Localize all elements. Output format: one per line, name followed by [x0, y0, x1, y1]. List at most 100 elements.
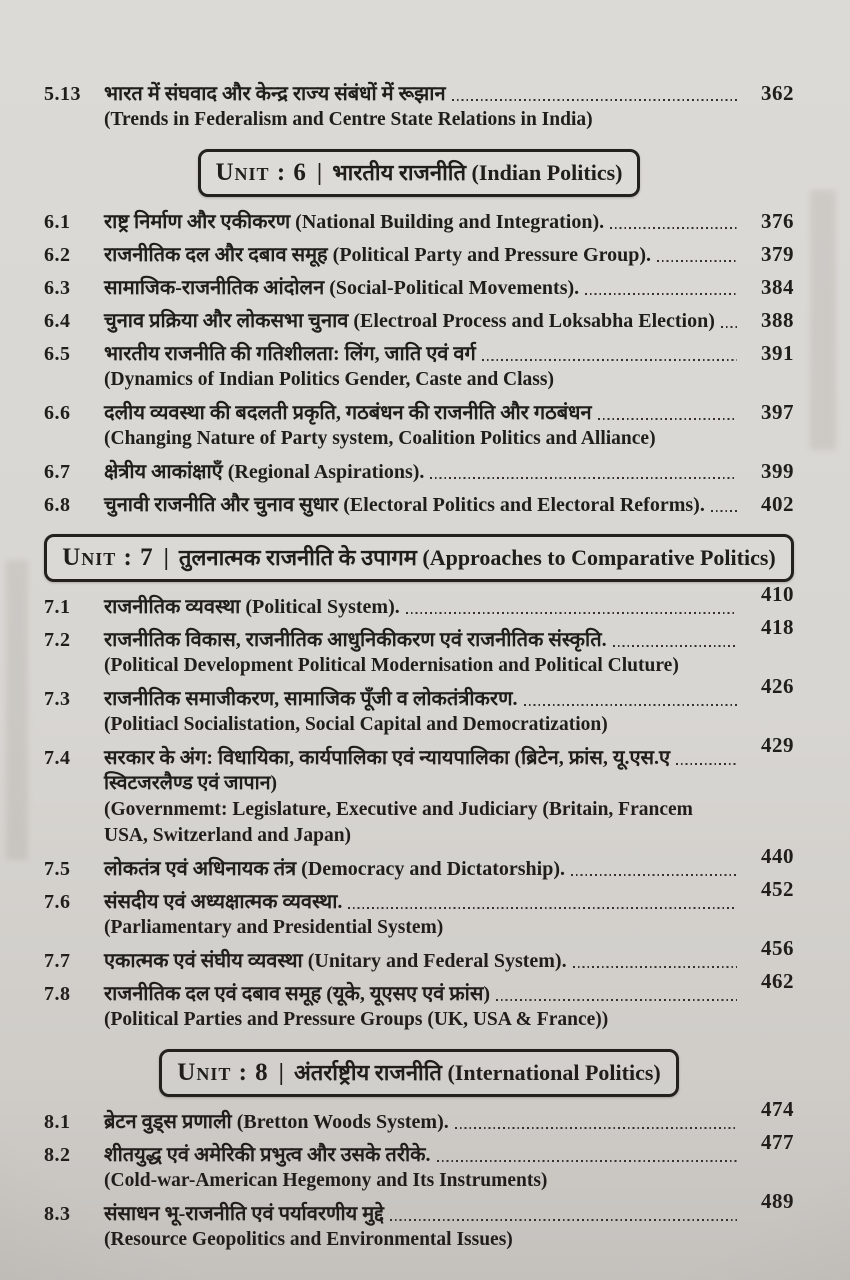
toc-entry-7.3: 7.3 राजनीतिक समाजीकरण, सामाजिक पूँजी व लो… [44, 674, 794, 738]
toc-entry-7.4: 7.4 सरकार के अंग: विधायिका, कार्यपालिका ए… [44, 733, 794, 849]
entry-title: चुनावी राजनीति और चुनाव सुधार (Electoral… [104, 494, 705, 516]
toc-entry-6.7: 6.7 क्षेत्रीय आकांक्षाएँ (Regional Aspira… [44, 459, 794, 485]
toc-entry-row: 6.8 चुनावी राजनीति और चुनाव सुधार (Electo… [44, 492, 794, 518]
unit-label: Unit : 8 [177, 1059, 269, 1086]
page-number: 440 [761, 844, 794, 868]
entry-title: राजनीतिक दल और दबाव समूह (Political Part… [104, 244, 651, 266]
toc-entry-row: 7.3 राजनीतिक समाजीकरण, सामाजिक पूँजी व लो… [44, 674, 794, 712]
entry-number: 6.6 [44, 402, 71, 424]
dotted-leader [348, 907, 737, 909]
toc-entry-row: 5.13 भारत में संघवाद और केन्द्र राज्य संब… [44, 81, 794, 107]
unit-separator: | [163, 545, 169, 571]
toc-entry-row: 6.7 क्षेत्रीय आकांक्षाएँ (Regional Aspira… [44, 459, 794, 485]
toc-entry-row: 7.5 लोकतंत्र एवं अधिनायक तंत्र (Democracy… [44, 844, 794, 882]
unit-heading-box: Unit : 8 | अंतर्राष्ट्रीय राजनीति (Interna… [159, 1049, 679, 1097]
page-number: 456 [761, 936, 794, 960]
entry-title: क्षेत्रीय आकांक्षाएँ (Regional Aspiratio… [104, 461, 425, 483]
entry-number: 6.1 [44, 211, 71, 233]
dotted-leader [405, 612, 737, 614]
dotted-leader [612, 645, 737, 647]
entry-title: राजनीतिक दल एवं दबाव समूह (यूके, यूएसए ए… [104, 983, 491, 1005]
entry-title: संसदीय एवं अध्यक्षात्मक व्यवस्था. [104, 891, 343, 913]
toc-entry-6.2: 6.2 राजनीतिक दल और दबाव समूह (Political P… [44, 242, 794, 268]
entry-number: 7.6 [44, 891, 71, 913]
toc-entry-row: 7.6 संसदीय एवं अध्यक्षात्मक व्यवस्था. 452 [44, 877, 794, 915]
entry-title: चुनाव प्रक्रिया और लोकसभा चुनाव (Electro… [104, 310, 715, 332]
toc-entry-7.2: 7.2 राजनीतिक विकास, राजनीतिक आधुनिकीकरण ए… [44, 615, 794, 679]
dotted-leader [496, 999, 737, 1001]
page-number: 429 [761, 733, 794, 757]
toc-entry-row: 7.7 एकात्मक एवं संघीय व्यवस्था (Unitary a… [44, 936, 794, 974]
unit-heading-6: Unit : 6 | भारतीय राजनीति (Indian Politics… [44, 149, 794, 197]
page-number: 410 [761, 582, 794, 606]
dotted-leader [585, 293, 737, 295]
entry-number: 7.1 [44, 596, 71, 618]
page-number: 462 [761, 969, 794, 993]
dotted-leader [451, 99, 737, 101]
unit-heading-box: Unit : 7 | तुलनात्मक राजनीति के उपागम (App… [44, 534, 794, 582]
toc-entry-7.1: 7.1 राजनीतिक व्यवस्था (Political System).… [44, 582, 794, 620]
entry-title: भारतीय राजनीति की गतिशीलता: लिंग, जाति ए… [104, 343, 476, 365]
entry-number: 6.3 [44, 277, 71, 299]
entry-number: 5.13 [44, 83, 81, 105]
unit-title: भारतीय राजनीति (Indian Politics) [332, 160, 623, 185]
toc-entry-row: 8.2 शीतयुद्ध एवं अमेरिकी प्रभुत्व और उसके… [44, 1130, 794, 1168]
unit-title: तुलनात्मक राजनीति के उपागम (Approaches t… [178, 545, 776, 570]
dotted-leader [676, 763, 737, 765]
page-number: 384 [761, 275, 794, 299]
unit-heading-box: Unit : 6 | भारतीय राजनीति (Indian Politics… [197, 149, 641, 197]
entry-number: 7.3 [44, 688, 71, 710]
entry-continuation-line: (Governmemt: Legislature, Executive and … [104, 799, 693, 820]
entry-title: संसाधन भू-राजनीति एवं पर्यावरणीय मुद्दे [104, 1203, 384, 1225]
dotted-leader [572, 966, 737, 968]
entry-number: 8.2 [44, 1144, 71, 1166]
toc-entry-row: 7.1 राजनीतिक व्यवस्था (Political System).… [44, 582, 794, 620]
toc-entry-row: 6.4 चुनाव प्रक्रिया और लोकसभा चुनाव (Elec… [44, 308, 794, 334]
entry-number: 6.2 [44, 244, 71, 266]
toc-entry-6.5: 6.5 भारतीय राजनीति की गतिशीलता: लिंग, जात… [44, 341, 794, 393]
entry-continuation-line: (Dynamics of Indian Politics Gender, Cas… [104, 369, 554, 390]
toc-entry-row: 8.1 ब्रेटन वुड्स प्रणाली (Bretton Woods S… [44, 1097, 794, 1135]
entry-number: 6.7 [44, 461, 71, 483]
unit-heading-7: Unit : 7 | तुलनात्मक राजनीति के उपागम (App… [44, 534, 794, 582]
entry-continuation-line: (Political Parties and Pressure Groups (… [104, 1009, 609, 1030]
table-of-contents: 5.13 भारत में संघवाद और केन्द्र राज्य संब… [44, 81, 794, 1250]
page-number: 418 [761, 615, 794, 639]
toc-entry-5.13: 5.13 भारत में संघवाद और केन्द्र राज्य संब… [44, 81, 794, 133]
entry-title: एकात्मक एवं संघीय व्यवस्था (Unitary and … [104, 950, 567, 972]
unit-label: Unit : 6 [215, 159, 307, 186]
entry-title: सरकार के अंग: विधायिका, कार्यपालिका एवं … [104, 747, 671, 769]
page-number: 477 [761, 1130, 794, 1154]
dotted-leader [720, 326, 737, 328]
dotted-leader [710, 510, 737, 512]
entry-number: 8.3 [44, 1203, 71, 1225]
toc-entry-row: 8.3 संसाधन भू-राजनीति एवं पर्यावरणीय मुद्… [44, 1189, 794, 1227]
entry-continuation-line: (Cold-war-American Hegemony and Its Inst… [104, 1170, 548, 1191]
dotted-leader [454, 1127, 737, 1129]
entry-title: राजनीतिक समाजीकरण, सामाजिक पूँजी व लोकतं… [104, 688, 518, 710]
page-number: 452 [761, 877, 794, 901]
toc-entry-8.2: 8.2 शीतयुद्ध एवं अमेरिकी प्रभुत्व और उसके… [44, 1130, 794, 1194]
page-number: 376 [761, 209, 794, 233]
page-number: 379 [761, 242, 794, 266]
toc-entry-row: 7.8 राजनीतिक दल एवं दबाव समूह (यूके, यूएस… [44, 969, 794, 1007]
entry-title: राजनीतिक व्यवस्था (Political System). [104, 596, 400, 618]
page-number: 474 [761, 1097, 794, 1121]
toc-entry-6.3: 6.3 सामाजिक-राजनीतिक आंदोलन (Social-Polit… [44, 275, 794, 301]
dotted-leader [389, 1219, 737, 1221]
entry-title: राजनीतिक विकास, राजनीतिक आधुनिकीकरण एवं … [104, 629, 607, 651]
dotted-leader [436, 1160, 737, 1162]
page-number: 489 [761, 1189, 794, 1213]
toc-entry-6.4: 6.4 चुनाव प्रक्रिया और लोकसभा चुनाव (Elec… [44, 308, 794, 334]
dotted-leader [610, 227, 737, 229]
entry-title: सामाजिक-राजनीतिक आंदोलन (Social-Politica… [104, 277, 580, 299]
entry-title: ब्रेटन वुड्स प्रणाली (Bretton Woods Syst… [104, 1111, 449, 1133]
toc-entry-row: 7.4 सरकार के अंग: विधायिका, कार्यपालिका ए… [44, 733, 794, 771]
dotted-leader [571, 874, 737, 876]
toc-entry-row: 6.3 सामाजिक-राजनीतिक आंदोलन (Social-Polit… [44, 275, 794, 301]
unit-title: अंतर्राष्ट्रीय राजनीति (International Po… [293, 1060, 661, 1085]
entry-continuation-line: (Changing Nature of Party system, Coalit… [104, 428, 656, 449]
entry-number: 6.8 [44, 494, 71, 516]
page-number: 397 [761, 400, 794, 424]
